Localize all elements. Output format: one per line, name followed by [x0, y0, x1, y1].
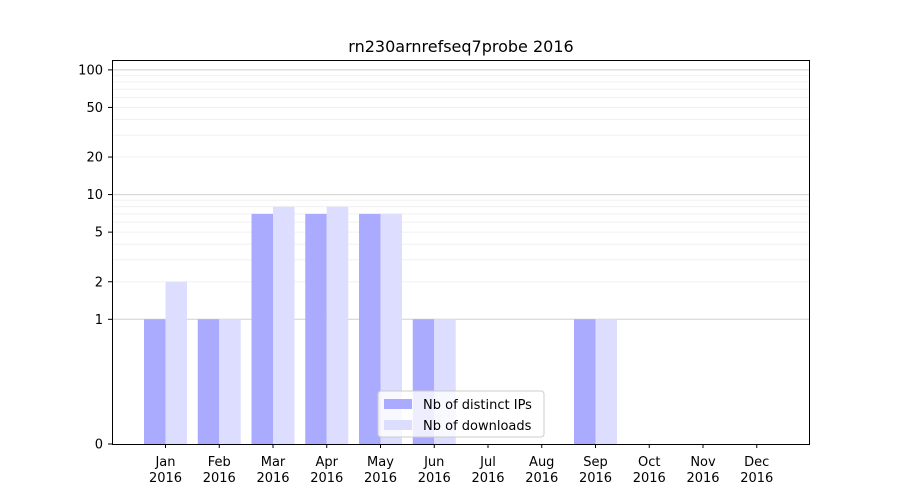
legend-box [377, 390, 545, 438]
bar-downloads [273, 206, 295, 444]
bar-downloads [380, 213, 402, 444]
x-tick-label: Mar 2016 [256, 455, 289, 486]
bar-downloads [326, 206, 349, 444]
x-tick-label: Aug 2016 [525, 455, 558, 486]
bar-downloads [219, 319, 241, 444]
y-tick-label: 5 [95, 226, 103, 241]
chart-title: rn230arnrefseq7probe 2016 [348, 37, 573, 56]
grid-lines [112, 69, 809, 320]
x-tick-label: Jan 2016 [149, 455, 182, 486]
x-tick-label: Jun 2016 [418, 455, 451, 486]
y-tick-label: 50 [86, 101, 103, 116]
bar-distinct-ips [144, 319, 166, 444]
x-tick-label: Apr 2016 [310, 455, 343, 486]
y-tick-label: 20 [86, 151, 103, 166]
x-tick-label: Sep 2016 [579, 455, 612, 486]
bar-downloads [165, 281, 187, 444]
x-axis: Jan 2016 Feb 2016 Mar 2016 Apr 2016 May 2016 Jun 20… [149, 444, 773, 486]
bar-distinct-ips [574, 319, 596, 444]
legend-swatch [384, 420, 412, 430]
y-tick-label: 10 [86, 188, 103, 203]
plot-frame [112, 60, 810, 445]
y-tick-label: 100 [78, 63, 103, 78]
legend-label: Nb of downloads [423, 419, 532, 434]
y-axis: 0 1 2 5 10 20 50 100 [78, 63, 112, 453]
legend-swatch [384, 399, 412, 409]
bar-distinct-ips [305, 213, 327, 444]
x-tick-label: Nov 2016 [686, 455, 719, 486]
legend-label: Nb of distinct IPs [423, 398, 532, 413]
x-tick-label: Jul 2016 [471, 455, 504, 486]
bar-downloads [595, 319, 617, 444]
x-tick-label: May 2016 [364, 455, 397, 486]
bar-distinct-ips [197, 319, 220, 444]
y-tick-label: 0 [95, 438, 103, 453]
x-tick-label: Dec 2016 [740, 455, 773, 486]
legend: Nb of distinct IPs Nb of downloads [377, 390, 545, 438]
x-tick-label: Oct 2016 [633, 455, 666, 486]
y-tick-label: 2 [95, 275, 103, 290]
y-tick-label: 1 [95, 313, 103, 328]
x-tick-label: Feb 2016 [203, 455, 236, 486]
bar-distinct-ips [251, 213, 273, 444]
bar-distinct-ips [359, 213, 381, 444]
